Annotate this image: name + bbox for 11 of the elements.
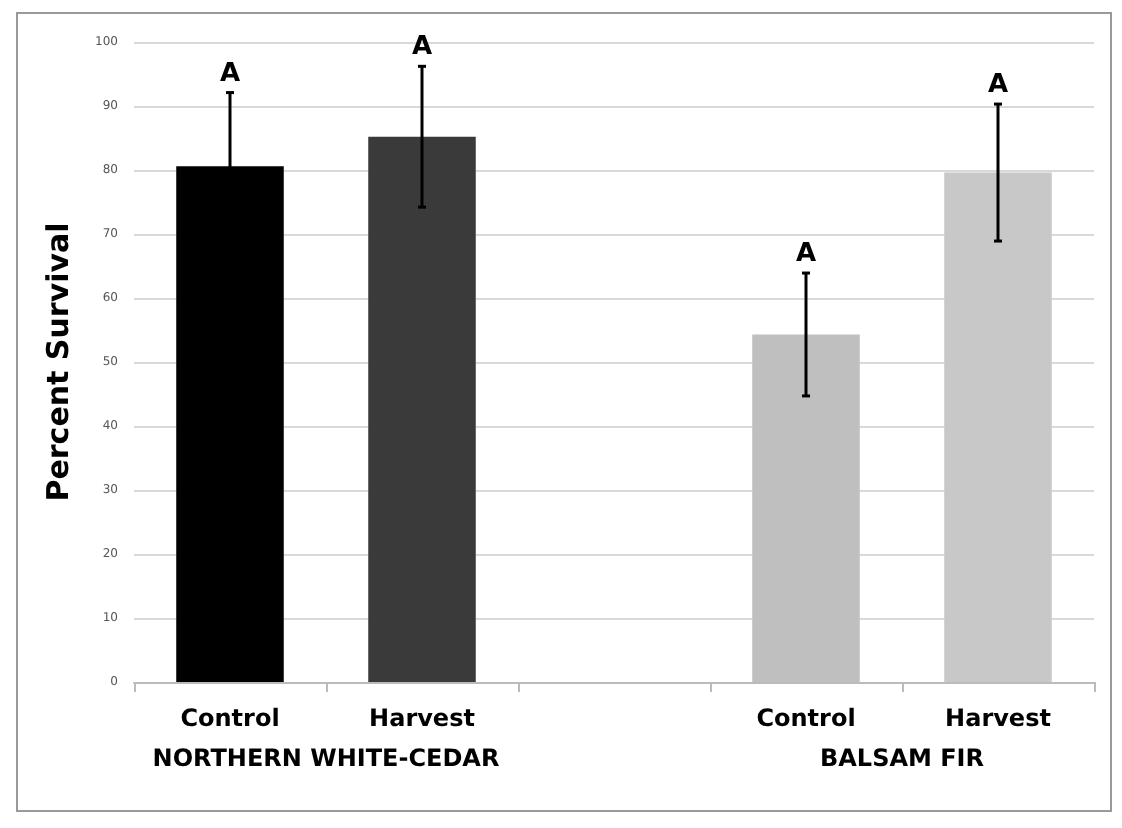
text: NORTHERN WHITE-CEDAR (152, 744, 500, 772)
x-tick-label: Harvest (945, 704, 1052, 732)
x-tick-label: Control (180, 704, 280, 732)
data-label: A (795, 239, 817, 270)
data-label: A (411, 32, 433, 63)
x-tick-label: Harvest (369, 704, 476, 732)
text: BALSAM FIR (819, 744, 985, 772)
x-tick-label: Control (756, 704, 856, 732)
y-axis-title: Percent Survival (40, 222, 77, 502)
data-label: A (219, 58, 241, 89)
data-label: A (987, 70, 1009, 101)
